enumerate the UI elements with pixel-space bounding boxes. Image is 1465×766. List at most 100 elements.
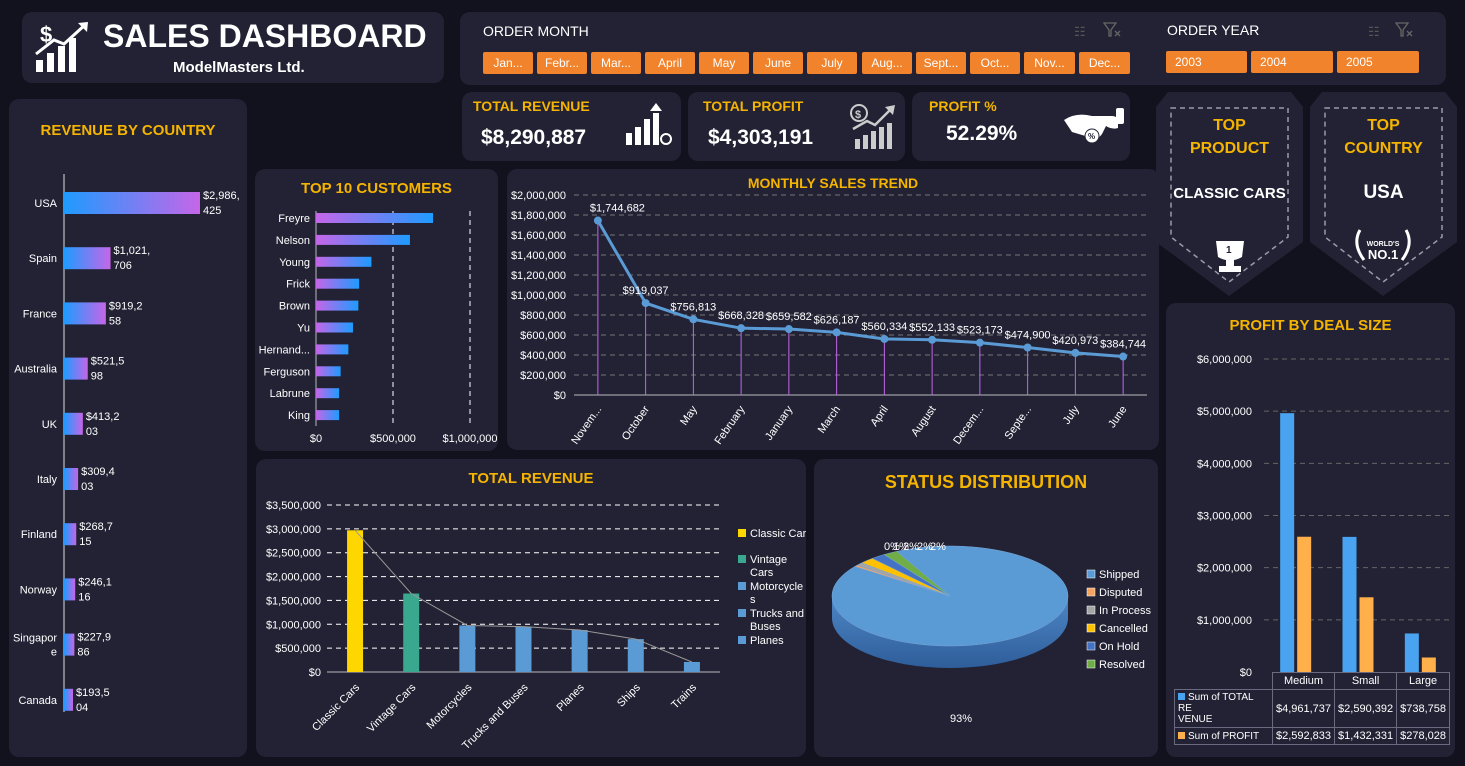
- bar-product: [571, 630, 588, 672]
- month-button-sep[interactable]: Sept...: [916, 52, 966, 74]
- year-button-2005[interactable]: 2005: [1337, 51, 1419, 73]
- table-cell: $2,590,392: [1334, 689, 1398, 728]
- trend-point: [880, 334, 889, 343]
- data-label: $1,744,682: [590, 203, 645, 215]
- top-product-badge: 1: [1156, 92, 1303, 296]
- legend-label: Classic Cars: [750, 528, 806, 540]
- month-button-jul[interactable]: July: [807, 52, 857, 74]
- bar-customer: [316, 256, 372, 267]
- month-button-nov[interactable]: Nov...: [1024, 52, 1075, 74]
- y-tick-label: $1,800,000: [511, 210, 566, 222]
- data-label: 86: [77, 647, 89, 659]
- data-label: 15: [79, 536, 91, 548]
- table-header-cell: Small: [1334, 672, 1398, 690]
- data-label: 93%: [950, 713, 972, 725]
- trend-point: [832, 328, 841, 337]
- profit-deal-size-title: PROFIT BY DEAL SIZE: [1229, 317, 1392, 334]
- year-multi-select-icon[interactable]: ☷: [1368, 24, 1380, 39]
- kpi-profit-percent: PROFIT % 52.29% %: [912, 92, 1130, 161]
- legend-label: In Process: [1099, 605, 1151, 617]
- data-label: 2%: [903, 541, 919, 553]
- x-tick-label: May: [678, 403, 700, 427]
- category-label: France: [23, 308, 57, 320]
- legend-label: Cars: [750, 567, 774, 579]
- legend-label: Motorcycle: [750, 581, 803, 593]
- y-tick-label: $2,000,000: [1197, 563, 1252, 575]
- x-tick-label: August: [909, 404, 938, 439]
- total-revenue-chart: $0 $500,000 $1,000,000 $1,500,000 $2,000,000…: [266, 500, 806, 752]
- monthly-trend-panel: MONTHLY SALES TREND $0 $200,000 $400,000 $6…: [507, 169, 1159, 450]
- series-label-line: VENUE: [1178, 714, 1213, 725]
- table-header-row: Medium Small Large: [1175, 672, 1450, 690]
- x-tick-label: Novem...: [569, 404, 604, 447]
- legend-label: Planes: [750, 635, 784, 647]
- clear-filter-icon[interactable]: [1103, 22, 1121, 38]
- dollar-growth-icon: $: [35, 22, 88, 72]
- data-label: $756,813: [670, 301, 716, 313]
- year-clear-filter-icon[interactable]: [1395, 22, 1413, 38]
- bar-customer: [316, 322, 353, 333]
- month-button-aug[interactable]: Aug...: [862, 52, 912, 74]
- y-tick-label: $3,000,000: [1197, 511, 1252, 523]
- x-tick-label: April: [868, 404, 890, 429]
- x-tick-label: February: [712, 403, 747, 446]
- category-label: Canada: [18, 695, 57, 707]
- series-label-line: Sum of PROFIT: [1188, 730, 1260, 742]
- y-tick-label: $600,000: [520, 330, 566, 342]
- month-button-mar[interactable]: Mar...: [591, 52, 641, 74]
- y-tick-label: $6,000,000: [1197, 354, 1252, 366]
- bar-medium-revenue: [1280, 413, 1295, 672]
- laurel-wreath-icon: [1355, 229, 1411, 261]
- bar-france: [64, 302, 106, 325]
- y-tick-label: $800,000: [520, 310, 566, 322]
- month-button-oct[interactable]: Oct...: [970, 52, 1020, 74]
- top-country-line2: COUNTRY: [1344, 140, 1423, 157]
- profit-coin-chart-icon: $: [850, 104, 895, 149]
- deal-size-data-table: Medium Small Large Sum of TOTAL RE VENUE …: [1174, 672, 1450, 745]
- data-label: 0%: [884, 541, 900, 553]
- month-button-jun[interactable]: June: [753, 52, 803, 74]
- month-button-apr[interactable]: April: [645, 52, 695, 74]
- x-tick-label: Decem...: [951, 404, 986, 447]
- x-tick-label: Classic Cars: [310, 681, 362, 733]
- bar-uk: [64, 412, 83, 435]
- y-tick-label: $200,000: [520, 370, 566, 382]
- legend-swatch: [738, 555, 746, 563]
- month-button-feb[interactable]: Febr...: [537, 52, 587, 74]
- revenue-by-country-title: REVENUE BY COUNTRY: [40, 122, 216, 139]
- year-button-2003[interactable]: 2003: [1166, 51, 1247, 73]
- worlds-no1-badge-main: NO.1: [1368, 247, 1398, 262]
- bar-large-revenue: [1404, 633, 1419, 672]
- legend-label: Resolved: [1099, 659, 1145, 671]
- top-customers-panel: TOP 10 CUSTOMERS Freyre Nelson Young Frick B…: [255, 169, 498, 451]
- monthly-trend-title: MONTHLY SALES TREND: [747, 175, 919, 191]
- multi-select-icon[interactable]: ☷: [1074, 24, 1086, 39]
- category-label: Norway: [20, 584, 58, 596]
- data-label: 58: [109, 315, 121, 327]
- data-label: $268,7: [79, 521, 113, 533]
- customer-label: Brown: [279, 301, 310, 313]
- table-header-cell: Medium: [1271, 672, 1336, 690]
- trend-point: [593, 216, 602, 225]
- month-button-jan[interactable]: Jan...: [483, 52, 533, 74]
- y-tick-label: $2,000,000: [266, 572, 321, 584]
- year-button-2004[interactable]: 2004: [1251, 51, 1333, 73]
- top-customers-chart: Freyre Nelson Young Frick Brown Yu Hernand... F…: [259, 211, 498, 445]
- data-label: $246,1: [78, 576, 112, 588]
- trend-point: [1023, 343, 1032, 352]
- bar-spain: [64, 247, 111, 270]
- legend-swatch: [1086, 623, 1096, 633]
- company-name: ModelMasters Ltd.: [173, 59, 305, 76]
- bar-product: [347, 530, 364, 672]
- revenue-by-country-panel: REVENUE BY COUNTRY USA $2,986, 425 Spain $1,…: [9, 99, 247, 757]
- month-button-dec[interactable]: Dec...: [1079, 52, 1130, 74]
- y-tick-label: $1,000,000: [266, 619, 321, 631]
- month-button-may[interactable]: May: [699, 52, 749, 74]
- bar-australia: [64, 357, 88, 380]
- legend-swatch: [1086, 659, 1096, 669]
- data-label: $474,900: [1005, 330, 1051, 342]
- pie-slice-resolved: [883, 551, 951, 597]
- legend-swatch: [738, 582, 746, 590]
- bar-singapore: [64, 633, 75, 656]
